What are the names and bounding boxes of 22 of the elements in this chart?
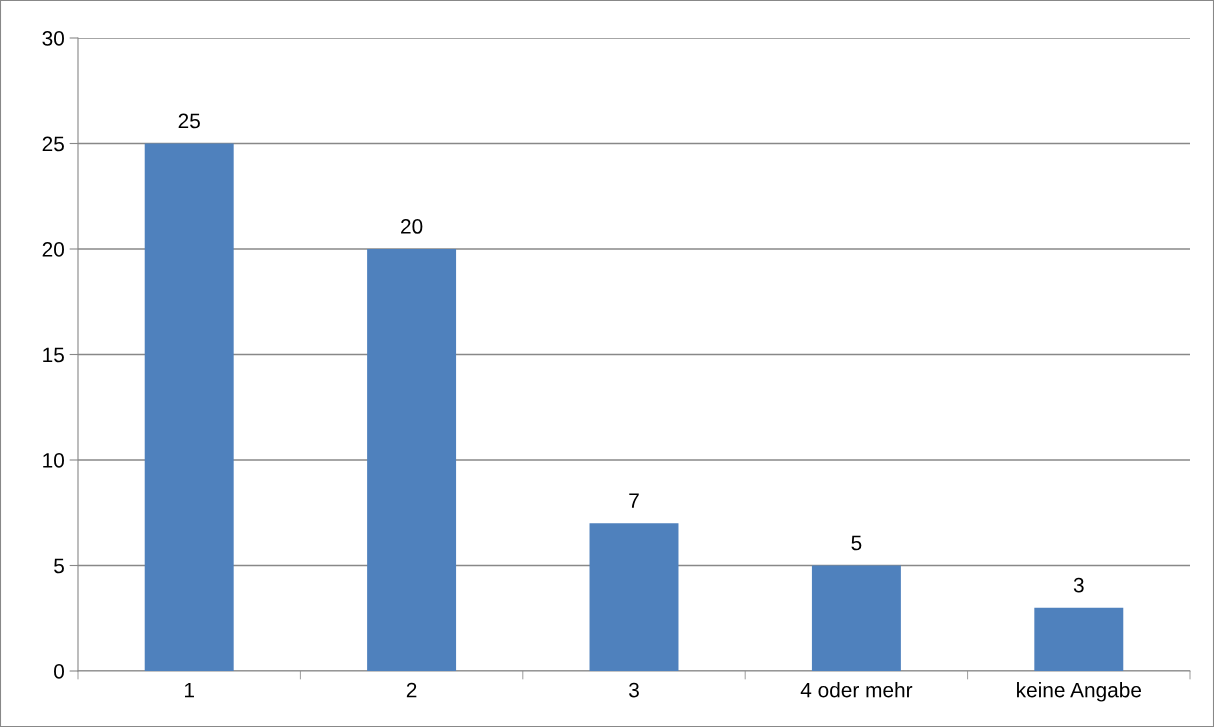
data-label: 7 xyxy=(629,493,639,508)
data-label: 25 xyxy=(178,113,200,129)
data-label: 5 xyxy=(851,535,862,551)
y-tick-label: 25 xyxy=(42,136,64,152)
y-tick-label: 10 xyxy=(43,453,64,468)
x-tick-label: 1 xyxy=(185,682,194,698)
bar xyxy=(367,249,457,671)
y-tick-label: 0 xyxy=(54,664,64,679)
data-label: 3 xyxy=(1073,577,1084,593)
y-tick-label: 15 xyxy=(43,347,64,363)
bar xyxy=(144,143,234,671)
bar xyxy=(589,523,679,671)
x-tick-label: 3 xyxy=(629,682,639,698)
bar xyxy=(1034,607,1124,671)
x-tick-label: 4 oder mehr xyxy=(800,682,913,698)
y-tick-label: 5 xyxy=(54,558,64,574)
y-tick-label: 30 xyxy=(42,31,64,46)
bar xyxy=(811,565,901,671)
x-tick-label: 2 xyxy=(406,682,417,698)
y-tick-label: 20 xyxy=(42,242,64,257)
data-label: 20 xyxy=(401,219,423,234)
x-tick-label: keine Angabe xyxy=(1017,682,1142,702)
